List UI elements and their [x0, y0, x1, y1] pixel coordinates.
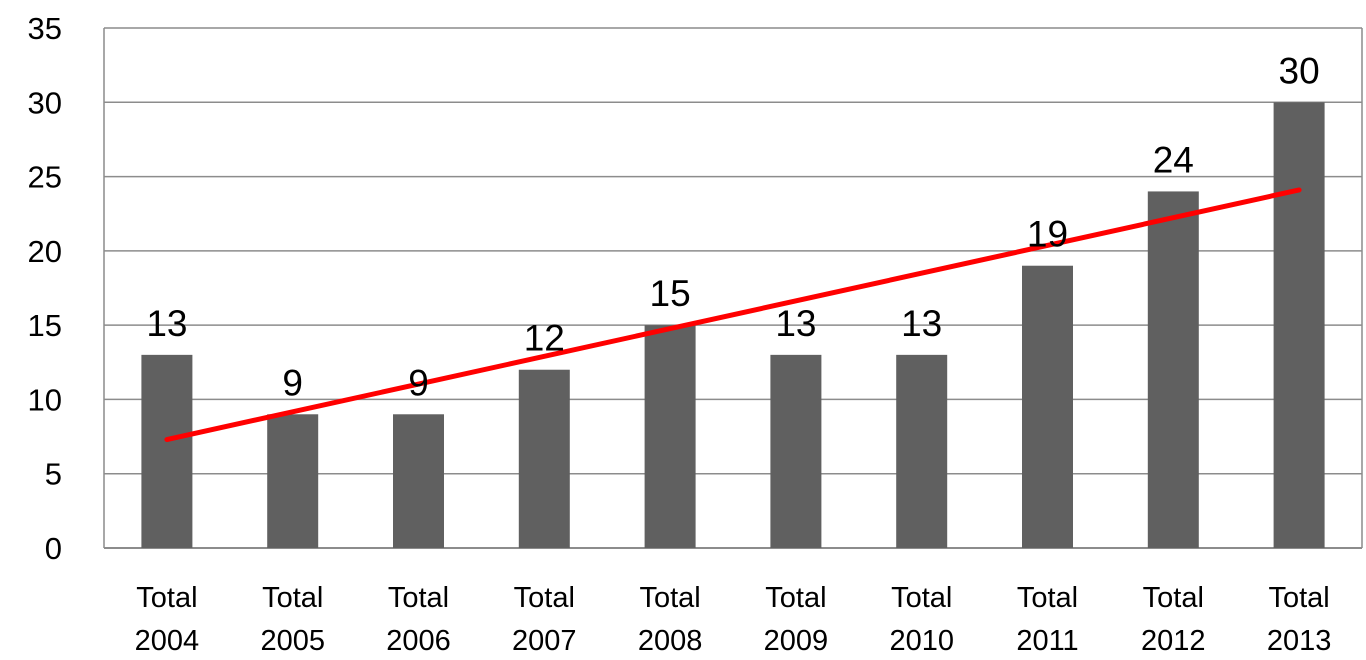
y-tick-label: 5 [45, 457, 62, 492]
bar [393, 414, 444, 548]
x-tick-label: Total 2011 [1016, 582, 1078, 657]
x-tick-label: Total 2004 [135, 582, 200, 657]
x-tick-label: Total 2009 [764, 582, 829, 657]
x-tick-label: Total 2013 [1267, 582, 1332, 657]
x-tick-label: Total 2008 [638, 582, 703, 657]
x-tick-label: Total 2010 [889, 582, 954, 657]
data-label: 24 [1153, 139, 1194, 180]
data-labels: 13 9 9 12 15 13 13 19 24 30 [146, 50, 1319, 403]
bar [896, 354, 948, 548]
trendline-layer [164, 187, 1302, 443]
y-axis: 0 5 10 15 20 25 30 35 [28, 11, 62, 566]
y-tick-label: 10 [28, 382, 62, 417]
data-label: 9 [408, 362, 429, 403]
x-tick-label: Total 2005 [260, 582, 325, 657]
x-axis: Total 2004 Total 2005 Total 2006 Total 2007 Tota… [135, 582, 1332, 657]
bar [770, 354, 822, 548]
data-label: 13 [146, 303, 187, 344]
data-label: 12 [524, 318, 565, 359]
x-tick-label: Total 2006 [386, 582, 451, 657]
data-label: 9 [282, 362, 303, 403]
data-label: 30 [1279, 50, 1320, 91]
y-tick-label: 15 [28, 308, 62, 343]
y-tick-label: 25 [28, 160, 62, 195]
bar [141, 354, 193, 548]
data-label: 13 [901, 303, 942, 344]
bars [141, 102, 1325, 549]
x-tick-label: Total 2007 [512, 582, 577, 657]
bar [644, 325, 696, 548]
bar [1022, 265, 1073, 548]
x-tick-label: Total 2012 [1141, 582, 1206, 657]
bar [1273, 102, 1325, 549]
data-label: 13 [775, 303, 816, 344]
y-tick-label: 35 [28, 11, 62, 46]
bar [518, 369, 570, 548]
bar [267, 414, 319, 548]
data-label: 19 [1027, 214, 1068, 255]
data-label: 15 [650, 273, 691, 314]
y-tick-label: 20 [28, 234, 62, 269]
bar [1147, 191, 1199, 548]
y-tick-label: 0 [45, 531, 62, 566]
y-tick-label: 30 [28, 85, 62, 120]
trendline [164, 187, 1302, 443]
